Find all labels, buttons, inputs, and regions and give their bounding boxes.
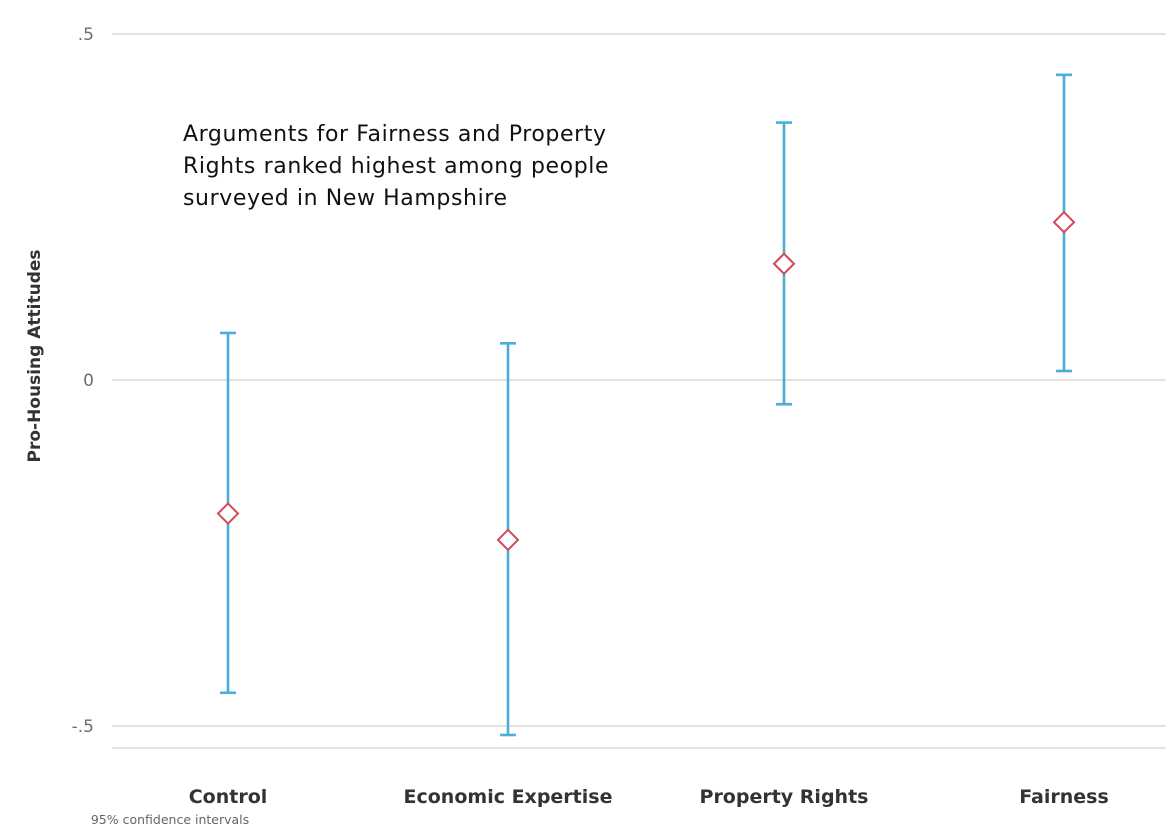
y-axis-label: Pro-Housing Attitudes bbox=[25, 249, 45, 462]
x-tick-label: Economic Expertise bbox=[404, 786, 613, 808]
annotation-line: Arguments for Fairness and Property bbox=[183, 122, 607, 147]
annotation-line: Rights ranked highest among people bbox=[183, 154, 609, 179]
estimate-marker bbox=[1052, 210, 1076, 234]
estimate-marker bbox=[772, 252, 796, 276]
x-tick-labels: Control Economic Expertise Property Rights… bbox=[189, 786, 1109, 808]
gridlines bbox=[112, 33, 1166, 727]
annotation-line: surveyed in New Hampshire bbox=[183, 186, 508, 211]
point-estimates bbox=[216, 210, 1076, 552]
estimate-marker bbox=[216, 502, 240, 525]
y-tick-labels: .5 0 -.5 bbox=[72, 25, 94, 737]
x-tick-label: Property Rights bbox=[700, 786, 869, 808]
y-tick-label: 0 bbox=[83, 371, 94, 391]
y-tick-label: .5 bbox=[78, 25, 94, 45]
x-tick-label: Fairness bbox=[1019, 786, 1109, 808]
footnote: 95% confidence intervals bbox=[91, 812, 249, 827]
x-tick-label: Control bbox=[189, 786, 268, 808]
annotation: Arguments for Fairness and Property Right… bbox=[183, 122, 609, 211]
estimate-marker bbox=[496, 528, 520, 552]
y-tick-label: -.5 bbox=[72, 717, 94, 737]
